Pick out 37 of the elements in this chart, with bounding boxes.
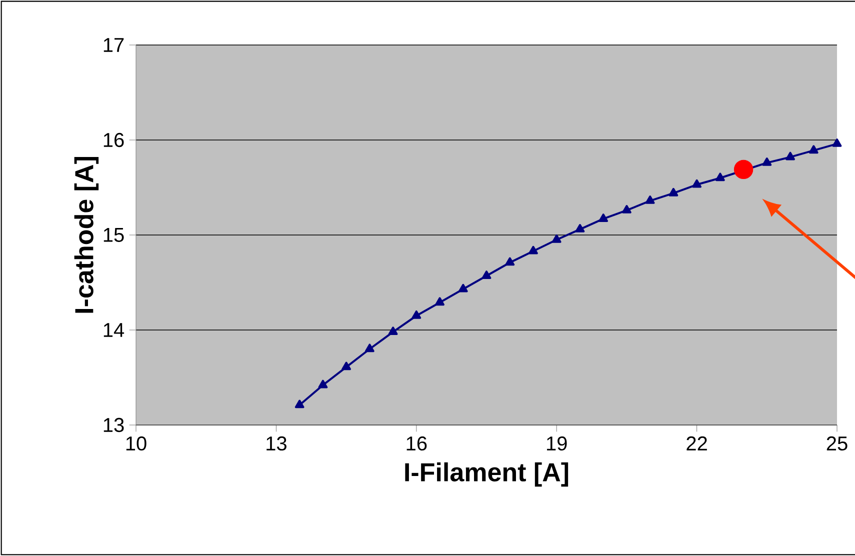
point <box>575 224 585 232</box>
point <box>435 297 444 306</box>
point <box>598 214 608 222</box>
point <box>505 257 515 266</box>
point <box>458 284 468 292</box>
y-axis-title: I-cathode [A] <box>74 157 99 313</box>
y-tick-label: 14 <box>104 323 124 337</box>
y-tick-label: 15 <box>104 228 124 242</box>
x-tick-label: 22 <box>686 436 707 450</box>
point <box>294 400 304 408</box>
y-tick-label: 13 <box>104 418 124 432</box>
point <box>388 326 398 336</box>
point <box>342 362 352 370</box>
point <box>692 179 702 188</box>
x-tick-label: 13 <box>266 436 286 451</box>
point <box>668 188 678 196</box>
point <box>715 172 725 182</box>
point <box>482 270 492 279</box>
point <box>528 246 538 254</box>
point <box>364 344 374 352</box>
x-tick-label: 16 <box>406 436 427 451</box>
point <box>808 145 818 154</box>
point <box>318 380 328 388</box>
y-tick-label: 17 <box>104 38 124 52</box>
point <box>645 196 655 204</box>
point <box>832 138 842 147</box>
x-axis-title: I-Filament [A] <box>405 462 568 487</box>
x-tick-label: 19 <box>547 436 567 451</box>
point <box>786 152 795 160</box>
point <box>734 160 754 180</box>
y-tick-label: 16 <box>104 132 124 148</box>
x-tick-label: 25 <box>826 436 848 451</box>
point <box>762 158 772 166</box>
x-tick-label: 10 <box>126 436 146 451</box>
point <box>552 234 562 243</box>
point <box>412 310 422 319</box>
point <box>622 205 632 214</box>
